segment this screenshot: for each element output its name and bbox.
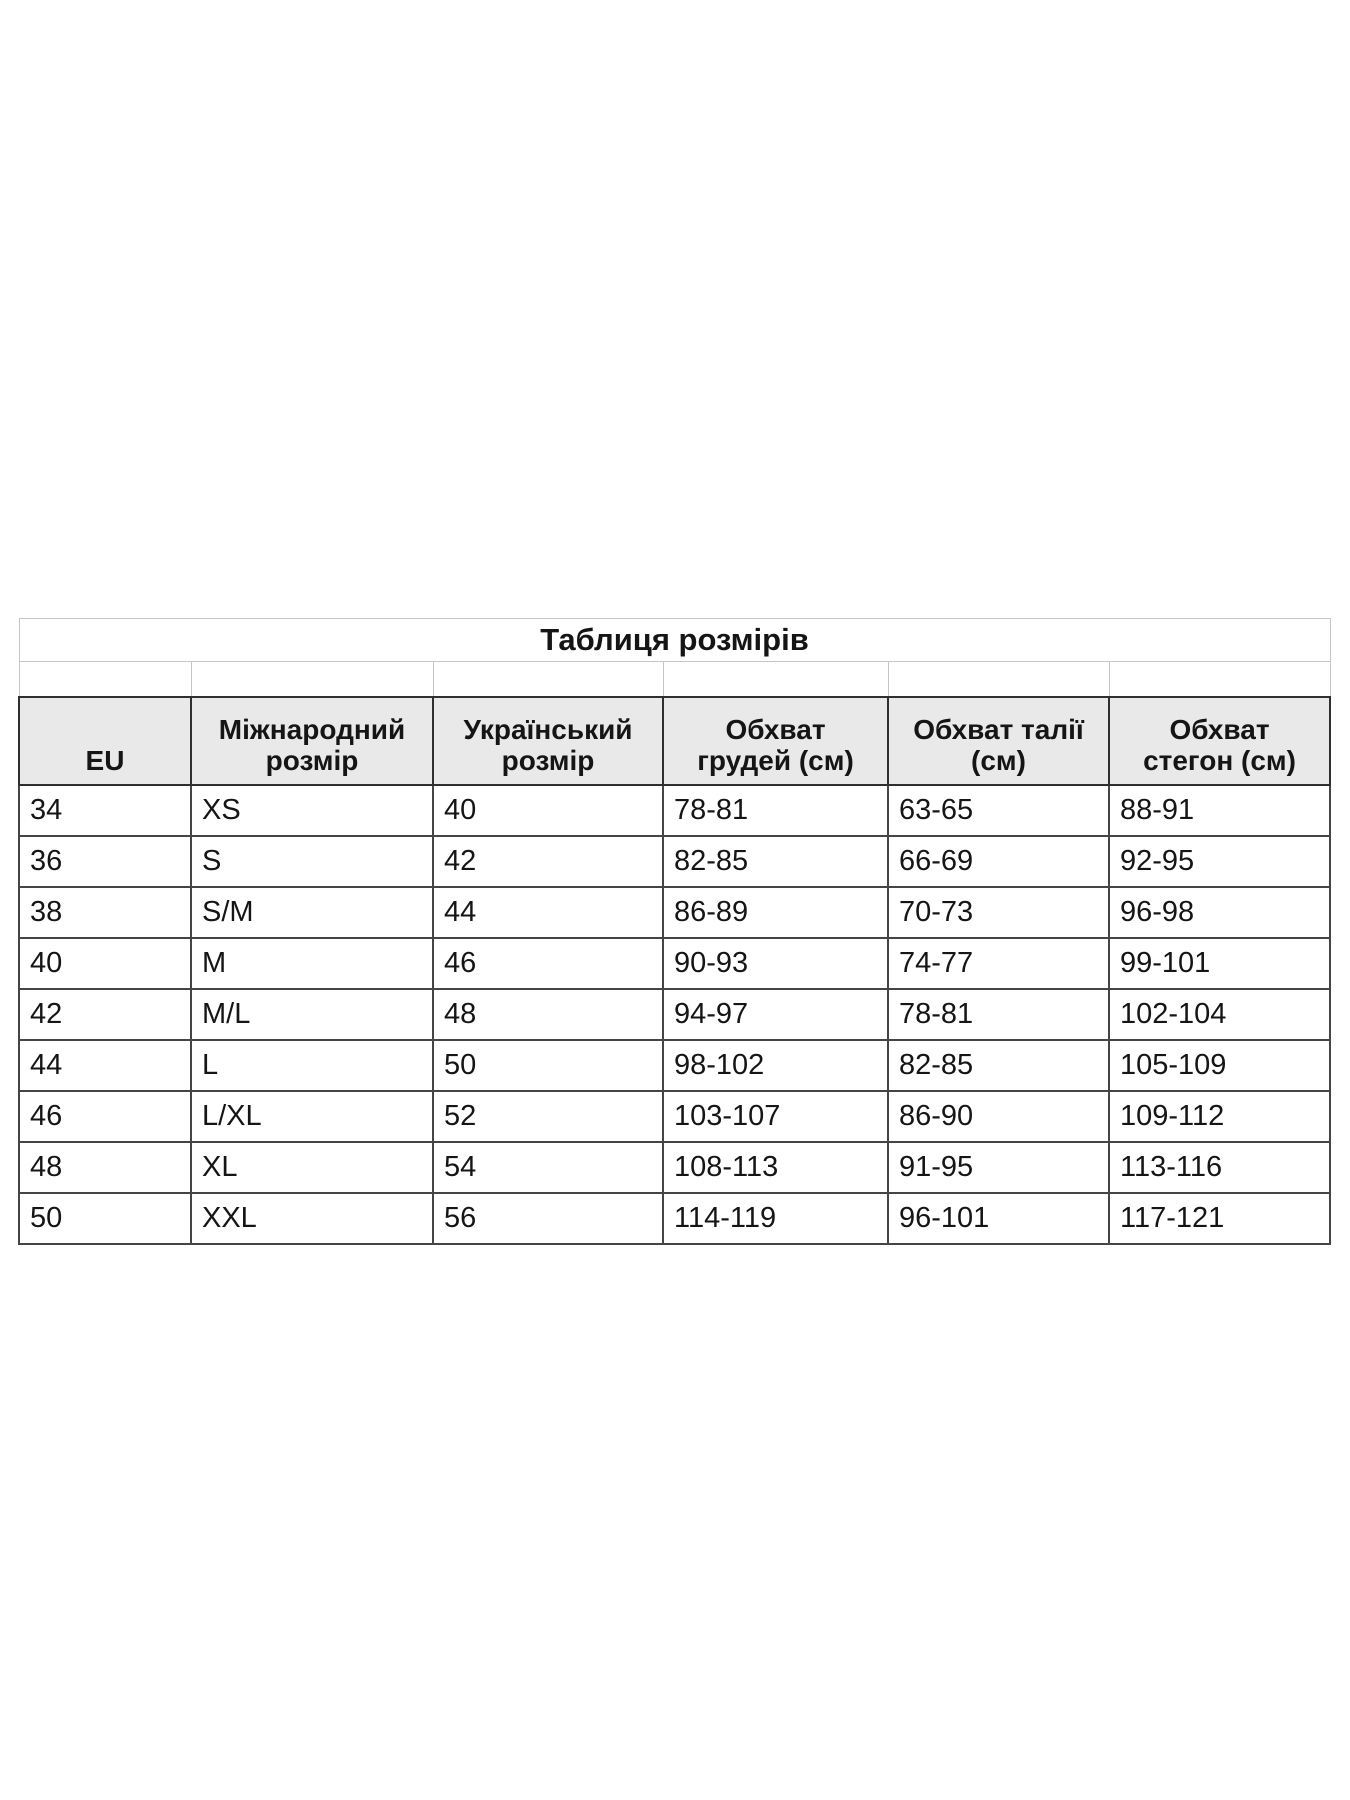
cell-international-size: M/L: [190, 988, 434, 1041]
cell-eu: 44: [18, 1039, 192, 1092]
cell-eu: 34: [18, 784, 192, 837]
spacer-row: [18, 661, 1331, 698]
cell-waist: 91-95: [887, 1141, 1110, 1194]
cell-eu: 36: [18, 835, 192, 888]
table-row: 36 S 42 82-85 66-69 92-95: [18, 835, 1332, 888]
column-header-chest: Обхват грудей (см): [662, 696, 889, 786]
cell-international-size: XS: [190, 784, 434, 837]
cell-ukrainian-size: 46: [432, 937, 664, 990]
cell-hips: 96-98: [1107, 886, 1332, 939]
table-row: 38 S/M 44 86-89 70-73 96-98: [18, 886, 1332, 939]
cell-international-size: S: [190, 835, 434, 888]
cell-waist: 74-77: [887, 937, 1110, 990]
cell-waist: 86-90: [887, 1090, 1110, 1143]
cell-international-size: L: [190, 1039, 434, 1092]
size-chart-container: Таблиця розмірів EU Міжнародний розмір У…: [18, 618, 1332, 1245]
cell-international-size: S/M: [190, 886, 434, 939]
cell-eu: 48: [18, 1141, 192, 1194]
table-row: 50 XXL 56 114-119 96-101 117-121: [18, 1192, 1332, 1245]
cell-waist: 66-69: [887, 835, 1110, 888]
column-header-international-size: Міжнародний розмір: [190, 696, 434, 786]
cell-hips: 88-91: [1107, 784, 1332, 837]
column-header-ukrainian-size: Український розмір: [432, 696, 664, 786]
cell-waist: 78-81: [887, 988, 1110, 1041]
table-row: 46 L/XL 52 103-107 86-90 109-112: [18, 1090, 1332, 1143]
column-header-waist: Обхват талії (см): [887, 696, 1110, 786]
cell-eu: 42: [18, 988, 192, 1041]
cell-chest: 103-107: [662, 1090, 889, 1143]
cell-international-size: L/XL: [190, 1090, 434, 1143]
table-row: 42 M/L 48 94-97 78-81 102-104: [18, 988, 1332, 1041]
cell-waist: 82-85: [887, 1039, 1110, 1092]
cell-chest: 94-97: [662, 988, 889, 1041]
cell-international-size: XXL: [190, 1192, 434, 1245]
spacer-cell: [18, 661, 192, 698]
cell-international-size: M: [190, 937, 434, 990]
cell-hips: 109-112: [1107, 1090, 1332, 1143]
cell-eu: 50: [18, 1192, 192, 1245]
cell-ukrainian-size: 54: [432, 1141, 664, 1194]
header-row: EU Міжнародний розмір Український розмір…: [18, 696, 1332, 786]
cell-chest: 86-89: [662, 886, 889, 939]
cell-chest: 82-85: [662, 835, 889, 888]
cell-waist: 63-65: [887, 784, 1110, 837]
cell-eu: 40: [18, 937, 192, 990]
spacer-cell: [1108, 661, 1331, 698]
cell-ukrainian-size: 48: [432, 988, 664, 1041]
cell-hips: 117-121: [1107, 1192, 1332, 1245]
cell-eu: 38: [18, 886, 192, 939]
cell-chest: 108-113: [662, 1141, 889, 1194]
cell-ukrainian-size: 50: [432, 1039, 664, 1092]
cell-ukrainian-size: 56: [432, 1192, 664, 1245]
cell-ukrainian-size: 42: [432, 835, 664, 888]
cell-hips: 92-95: [1107, 835, 1332, 888]
cell-chest: 114-119: [662, 1192, 889, 1245]
cell-chest: 98-102: [662, 1039, 889, 1092]
cell-hips: 102-104: [1107, 988, 1332, 1041]
cell-ukrainian-size: 44: [432, 886, 664, 939]
table-row: 34 XS 40 78-81 63-65 88-91: [18, 784, 1332, 837]
column-header-hips: Обхват стегон (см): [1107, 696, 1332, 786]
column-header-eu: EU: [18, 696, 192, 786]
cell-chest: 90-93: [662, 937, 889, 990]
cell-hips: 99-101: [1107, 937, 1332, 990]
title-row: Таблиця розмірів: [18, 618, 1331, 662]
cell-hips: 113-116: [1107, 1141, 1332, 1194]
cell-eu: 46: [18, 1090, 192, 1143]
table-row: 44 L 50 98-102 82-85 105-109: [18, 1039, 1332, 1092]
spacer-cell: [190, 661, 434, 698]
size-table: Таблиця розмірів EU Міжнародний розмір У…: [18, 618, 1332, 1245]
cell-waist: 96-101: [887, 1192, 1110, 1245]
table-title: Таблиця розмірів: [18, 618, 1331, 662]
cell-ukrainian-size: 52: [432, 1090, 664, 1143]
spacer-cell: [887, 661, 1110, 698]
cell-ukrainian-size: 40: [432, 784, 664, 837]
cell-international-size: XL: [190, 1141, 434, 1194]
spacer-cell: [432, 661, 664, 698]
cell-chest: 78-81: [662, 784, 889, 837]
table-row: 48 XL 54 108-113 91-95 113-116: [18, 1141, 1332, 1194]
cell-hips: 105-109: [1107, 1039, 1332, 1092]
table-row: 40 M 46 90-93 74-77 99-101: [18, 937, 1332, 990]
spacer-cell: [662, 661, 889, 698]
cell-waist: 70-73: [887, 886, 1110, 939]
